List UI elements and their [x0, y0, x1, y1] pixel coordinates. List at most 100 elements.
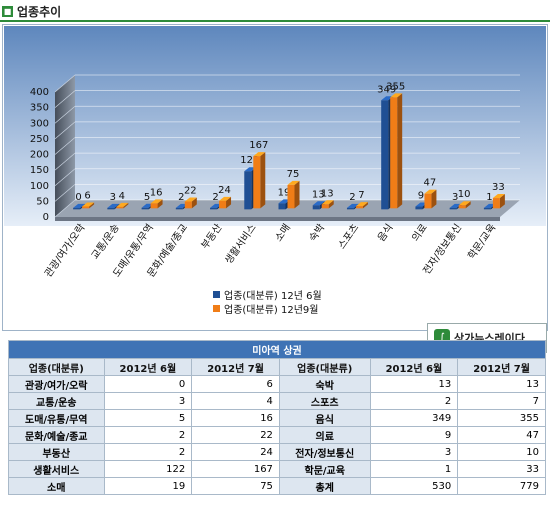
- data-label: 349: [377, 84, 396, 95]
- value-cell: 349: [369, 409, 459, 427]
- data-label: 3: [110, 192, 116, 203]
- bar-top: [492, 194, 505, 199]
- data-label: 10: [458, 189, 471, 200]
- bar: [390, 97, 398, 209]
- gridline-depth: [54, 74, 76, 93]
- bar: [219, 200, 227, 209]
- category-cell: 음식: [278, 409, 371, 427]
- column-header: 2012년 7월: [191, 358, 280, 376]
- bar-side: [328, 200, 334, 209]
- gridline-depth: [54, 199, 76, 218]
- table-row: 도매/유통/무역 5 16 음식 349 355: [8, 409, 546, 427]
- value-cell: 2: [103, 426, 193, 444]
- bar: [287, 184, 295, 209]
- category-cell: 소매: [8, 477, 105, 495]
- table-row: 생활서비스 122 167 학문/교육 1 33: [8, 460, 546, 478]
- bar-top: [381, 96, 394, 101]
- y-tick-label: 0: [43, 212, 49, 223]
- chart-floor: [55, 200, 520, 217]
- bar-top: [184, 197, 197, 202]
- table-header-row: 업종(대분류) 2012년 6월 2012년 7월 업종(대분류) 2012년 6월 20…: [8, 358, 546, 376]
- data-label: 2: [349, 192, 355, 203]
- bar-top: [73, 203, 86, 208]
- summary-table: 미아역 상권 업종(대분류) 2012년 6월 2012년 7월 업종(대분류) 201…: [8, 340, 546, 495]
- data-label: 9: [418, 191, 424, 202]
- bar-side: [123, 202, 129, 209]
- category-cell: 교통/운송: [8, 392, 105, 410]
- bar-top: [150, 199, 163, 204]
- value-cell: 24: [191, 443, 280, 461]
- table-body: 관광/여가/오락 0 6 숙박 13 13 교통/운송 3 4 스포츠 2 7 도매/유통/무역 5 16 음…: [8, 375, 546, 495]
- data-label: 33: [492, 182, 505, 193]
- bar-top: [312, 201, 325, 206]
- gridline-depth: [54, 168, 76, 187]
- bar: [210, 207, 218, 210]
- bar: [73, 207, 81, 210]
- value-cell: 3: [103, 392, 193, 410]
- legend-swatch: [213, 304, 220, 312]
- legend-item-series-2: 업종(대분류) 12년9월: [213, 301, 322, 316]
- bar: [381, 100, 389, 210]
- value-cell: 47: [457, 426, 546, 444]
- bar-top: [219, 196, 232, 201]
- data-label: 2: [212, 192, 218, 203]
- category-cell: 생활서비스: [8, 460, 105, 478]
- bar: [150, 203, 158, 209]
- x-tick-label: 교통/운송: [89, 222, 122, 262]
- value-cell: 13: [369, 375, 459, 393]
- category-cell: 문화/예술/종교: [8, 426, 105, 444]
- bar: [253, 156, 261, 209]
- bar-side: [89, 202, 95, 209]
- bar: [82, 206, 90, 209]
- bar-top: [458, 201, 471, 206]
- data-label: 167: [249, 140, 268, 151]
- category-cell: 전자/정보통신: [278, 443, 371, 461]
- data-label: 1: [486, 192, 492, 203]
- y-tick-label: 100: [30, 181, 49, 192]
- value-cell: 6: [191, 375, 280, 393]
- data-label: 13: [321, 188, 334, 199]
- y-tick-label: 200: [30, 150, 49, 161]
- column-header: 2012년 7월: [457, 358, 546, 376]
- y-tick-label: 250: [30, 134, 49, 145]
- bar-side: [294, 180, 300, 209]
- x-tick-label: 학문/교육: [465, 222, 498, 262]
- bar-top: [287, 180, 300, 185]
- value-cell: 22: [191, 426, 280, 444]
- x-tick-label: 생활서비스: [222, 221, 259, 266]
- bar-side: [431, 189, 437, 209]
- data-label: 75: [287, 169, 300, 180]
- gridline-depth: [54, 105, 76, 124]
- bar-top: [82, 202, 95, 207]
- category-cell: 부동산: [8, 443, 105, 461]
- section-title-text: 업종추이: [17, 4, 62, 19]
- bar: [244, 171, 252, 210]
- bar-top: [424, 189, 437, 194]
- gridline-depth: [54, 184, 76, 202]
- chart-background: [4, 26, 546, 226]
- gridline-depth: [54, 121, 76, 140]
- category-cell: 학문/교육: [278, 460, 371, 478]
- category-cell: 스포츠: [278, 392, 371, 410]
- value-cell: 530: [369, 477, 459, 495]
- bar-side: [260, 152, 266, 209]
- column-header: 업종(대분류): [8, 358, 105, 376]
- data-label: 0: [75, 192, 81, 203]
- gridline-depth: [54, 152, 76, 171]
- bar-side: [397, 93, 403, 209]
- value-cell: 75: [191, 477, 280, 495]
- legend-label: 업종(대분류) 12년 6월: [224, 290, 322, 302]
- table-row: 소매 19 75 총계 530 779: [8, 477, 546, 495]
- bar: [312, 205, 320, 210]
- data-label: 13: [312, 189, 325, 200]
- bar-side: [226, 196, 232, 209]
- bar: [107, 207, 115, 210]
- value-cell: 0: [103, 375, 193, 393]
- x-tick-label: 관광/여가/오락: [42, 222, 87, 280]
- bar: [346, 207, 354, 210]
- data-label: 16: [150, 187, 163, 198]
- bar-top: [390, 93, 403, 98]
- data-label: 355: [386, 81, 405, 92]
- category-cell: 총계: [278, 477, 371, 495]
